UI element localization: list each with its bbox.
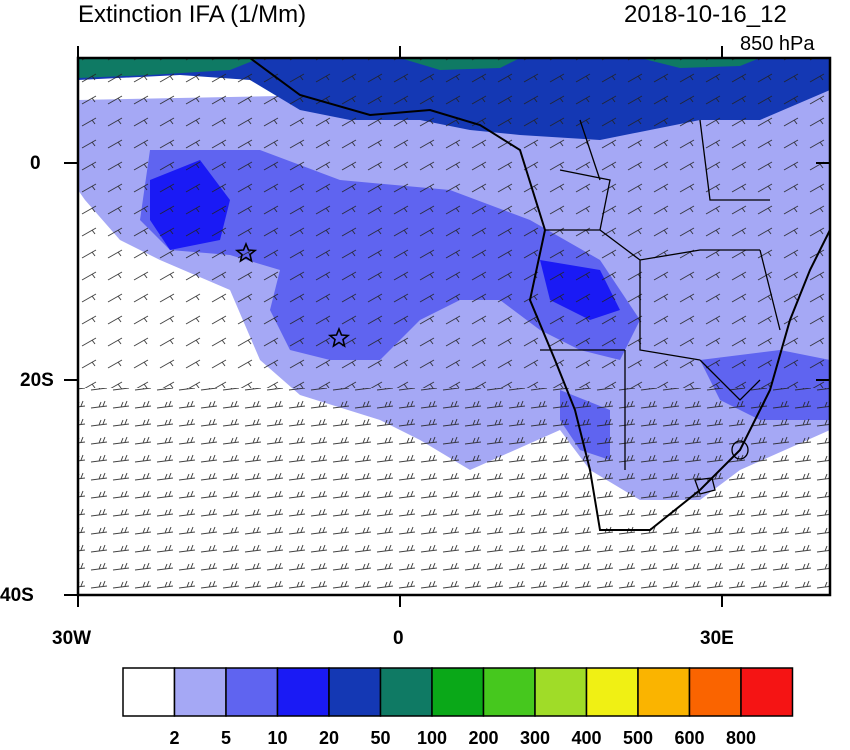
colorbar-box-5	[379, 667, 433, 717]
colorbar-box-0	[122, 667, 176, 717]
colorbar-label: 20	[318, 728, 340, 748]
station-star-marker	[234, 241, 258, 263]
plot-frame	[76, 56, 832, 597]
colorbar-label: 50	[370, 728, 391, 748]
colorbar-box-6	[431, 667, 485, 717]
station-star-marker	[327, 326, 351, 348]
colorbar-box-11	[688, 667, 742, 717]
colorbar-label: 500	[622, 728, 654, 748]
lat-label-0: 0	[30, 153, 41, 174]
colorbar-box-7	[482, 667, 536, 717]
colorbar-label: 600	[674, 728, 705, 748]
colorbar-label: 5	[220, 728, 232, 748]
map-title: Extinction IFA (1/Mm)	[78, 1, 307, 28]
colorbar-label: 200	[468, 728, 499, 748]
axis-ticks	[64, 46, 830, 607]
aerosol-fields	[78, 58, 830, 595]
pressure-level-label: 850 hPa	[740, 33, 815, 55]
colorbar-box-3	[276, 667, 330, 717]
lat-label-20s: 20S	[20, 370, 54, 391]
lon-label-30e: 30E	[700, 628, 734, 649]
lon-label-0: 0	[393, 628, 404, 649]
colorbar-box-1	[173, 667, 227, 717]
lat-label-40s: 40S	[0, 585, 34, 606]
datetime-label: 2018-10-16_12	[624, 1, 787, 28]
colorbar-label: 800	[725, 728, 757, 748]
colorbar-box-9	[585, 667, 639, 717]
lon-label-30w: 30W	[52, 628, 92, 649]
colorbar-label: 300	[519, 728, 551, 748]
colorbar-label: 10	[267, 728, 288, 748]
colorbar-label: 400	[571, 728, 602, 748]
colorbar-box-8	[534, 667, 588, 717]
colorbar-label: 100	[416, 728, 448, 748]
colorbar-box-4	[328, 667, 382, 717]
colorbar-label: 2	[169, 728, 180, 748]
colorbar-box-10	[637, 667, 691, 717]
colorbar-box-2	[225, 667, 279, 717]
colorbar-box-12	[740, 667, 794, 717]
colorbar	[122, 667, 794, 717]
